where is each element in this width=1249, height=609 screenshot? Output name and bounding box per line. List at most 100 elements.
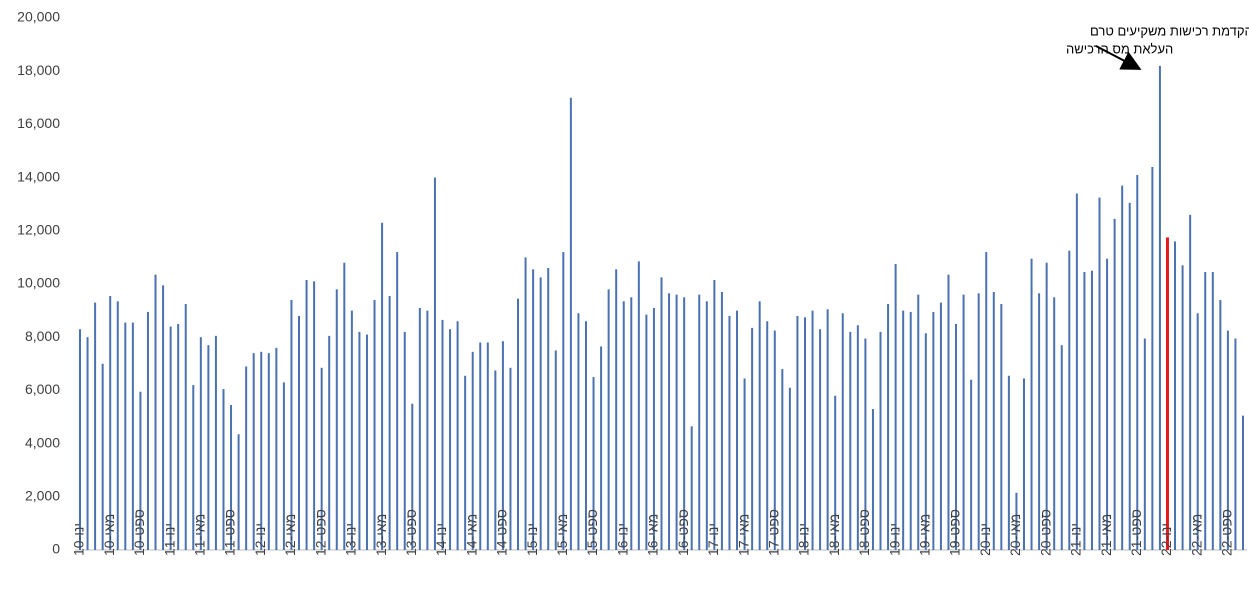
bar [826, 309, 829, 550]
bar [464, 375, 467, 550]
bar [328, 335, 331, 550]
bar [962, 294, 965, 550]
bar [554, 350, 557, 550]
bar [1015, 492, 1018, 550]
bar [449, 329, 452, 550]
bar [887, 303, 890, 550]
x-tick-label: ינו-11 [161, 523, 177, 556]
bar [569, 97, 572, 551]
annotation: שיא בעסקאות על רקע הקדמת רכישות משקיעים … [1090, 23, 1249, 38]
bar [109, 295, 112, 550]
bar [841, 313, 844, 550]
bar [79, 329, 81, 550]
bar [834, 395, 837, 550]
bar [433, 177, 436, 550]
bar [539, 277, 542, 550]
bar [1106, 258, 1109, 550]
bar [1181, 265, 1184, 550]
bar [615, 269, 618, 550]
bar [1022, 378, 1025, 550]
bar [426, 310, 429, 550]
bar [260, 351, 263, 550]
bar [856, 325, 859, 550]
x-tick-label: מאי-14 [463, 514, 479, 556]
y-tick-label: 4,000 [25, 434, 60, 450]
bar [146, 311, 149, 550]
bar [509, 367, 512, 550]
bar [871, 409, 874, 550]
x-tick-label: ינו-17 [705, 523, 721, 556]
bar [252, 353, 255, 550]
bar [1165, 237, 1169, 550]
x-tick-label: ינו-12 [252, 523, 268, 556]
bar [1007, 375, 1010, 550]
x-tick-label: מאי-12 [282, 514, 298, 556]
x-tick-label: ינו-20 [977, 523, 993, 556]
bar [1038, 293, 1041, 550]
bar [131, 322, 134, 550]
bar [577, 313, 580, 550]
bar [1226, 330, 1229, 550]
x-tick-label: ינו-10 [71, 523, 87, 556]
bar [547, 268, 550, 550]
bar [1090, 270, 1093, 550]
bar [592, 377, 595, 550]
bar [350, 310, 353, 550]
x-tick-label: ספט-19 [947, 509, 963, 556]
bar [501, 341, 504, 550]
x-tick-label: מאי-11 [192, 514, 208, 556]
bar [1121, 185, 1124, 550]
bar [184, 303, 187, 550]
bar [313, 281, 316, 550]
x-tick-label: מאי-10 [101, 514, 117, 556]
bar [177, 323, 180, 550]
bar [245, 366, 248, 550]
bar [819, 329, 822, 550]
bar [1174, 241, 1177, 550]
x-tick-label: ספט-20 [1037, 509, 1053, 556]
bar [947, 274, 950, 550]
bar [773, 330, 776, 550]
x-tick-label: מאי-21 [1098, 514, 1114, 556]
bar [630, 297, 633, 550]
bar [736, 310, 739, 550]
bar [486, 342, 489, 550]
x-tick-label: ינו-19 [886, 523, 902, 556]
x-tick-label: ספט-11 [222, 509, 238, 556]
bar [298, 315, 301, 550]
bar [713, 280, 716, 550]
bar [924, 333, 927, 550]
bar [766, 321, 769, 550]
bar [660, 277, 663, 550]
bar [932, 311, 935, 550]
bar [320, 367, 323, 550]
bar [388, 295, 391, 550]
x-tick-label: ספט-17 [765, 509, 781, 556]
bar [1000, 303, 1003, 550]
bar [668, 293, 671, 550]
x-tick-label: ספט-21 [1128, 509, 1144, 556]
bar [743, 378, 746, 550]
bar [1098, 197, 1101, 551]
x-tick-label: ספט-13 [403, 509, 419, 556]
bar [909, 311, 912, 550]
bar [698, 294, 701, 550]
x-tick-label: ספט-12 [312, 509, 328, 556]
bar [381, 222, 384, 550]
bar [1242, 415, 1244, 550]
bar [358, 331, 361, 550]
bar [237, 434, 240, 550]
bar [282, 382, 285, 550]
bar [622, 301, 625, 550]
bar [411, 403, 414, 550]
x-tick-label: ספט-22 [1219, 509, 1235, 556]
bar [343, 262, 346, 550]
bar [1189, 214, 1192, 550]
bar [94, 302, 97, 550]
bar [728, 315, 731, 550]
bar [222, 389, 225, 550]
bar [403, 331, 406, 550]
y-tick-label: 20,000 [17, 9, 60, 25]
bar [803, 317, 806, 550]
x-tick-label: ינו-13 [343, 523, 359, 556]
